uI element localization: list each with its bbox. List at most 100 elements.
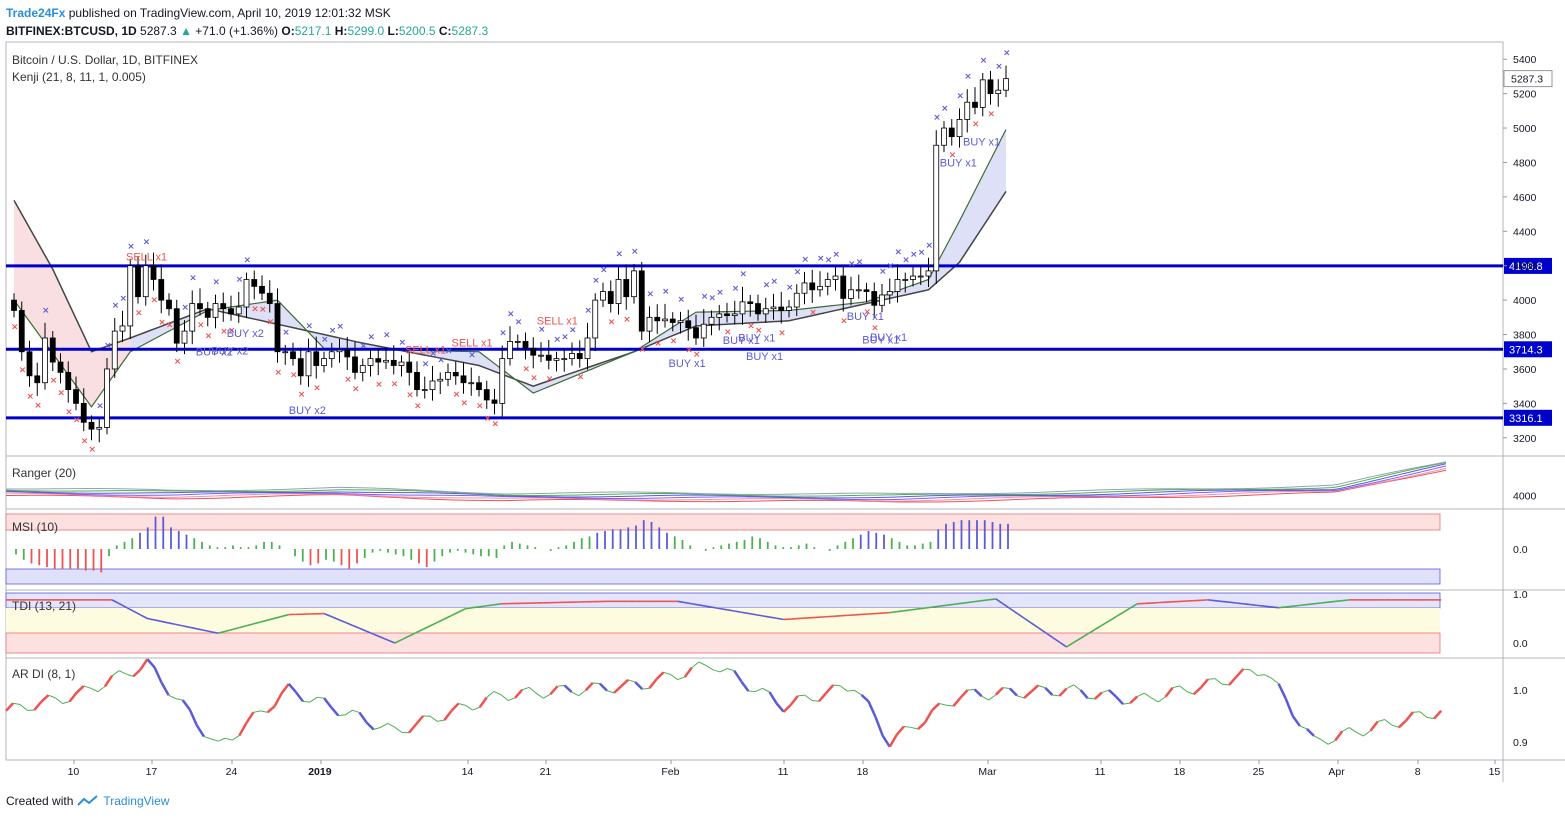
ardi-line-segment [782, 703, 792, 713]
signal-cross-icon: × [1003, 49, 1011, 59]
level-label-bg [1504, 257, 1552, 274]
tdi-line-segment [415, 628, 424, 634]
ardi-line-segment [642, 687, 650, 690]
buy-signal-label: BUY x1 [723, 335, 760, 347]
tdi-line-segment [118, 602, 127, 609]
ranger-line [5, 469, 1447, 503]
tdi-line-segment [903, 609, 912, 612]
signal-cross-icon: × [399, 338, 407, 348]
tdi-line-segment [1221, 600, 1230, 604]
candle-body [460, 375, 467, 384]
ardi-line-segment [988, 694, 997, 701]
ardi-line-segment [1228, 676, 1238, 686]
signal-cross-icon: × [104, 341, 112, 351]
ardi-line-segment [698, 661, 707, 666]
candle-body [638, 270, 645, 332]
open-value: 5217.1 [294, 24, 332, 38]
author-link[interactable]: Trade24Fx [6, 6, 66, 20]
ranger-line [5, 463, 1447, 499]
time-tick-label: 18 [857, 766, 869, 778]
tdi-line-segment [1122, 607, 1131, 614]
tdi-line-segment [698, 604, 707, 607]
candle-body [948, 127, 955, 138]
ardi-line-segment [260, 710, 268, 713]
tdi-line-segment [472, 605, 480, 609]
tdi-line-segment [917, 607, 926, 610]
candle-body [662, 318, 668, 322]
last-price-label: 5287.3 [1511, 74, 1543, 86]
ardi-line-segment [924, 709, 934, 723]
signal-cross-icon: × [825, 256, 833, 266]
signal-cross-icon: × [306, 322, 314, 332]
candle-body [181, 330, 188, 344]
ardi-line-segment [19, 704, 28, 711]
ardi-line-segment [528, 686, 537, 694]
signal-cross-icon: × [879, 267, 887, 277]
tdi-line-segment [139, 614, 148, 620]
tdi-line-segment [1278, 606, 1286, 609]
signal-cross-icon: × [515, 318, 523, 328]
tdi-line-segment [401, 635, 410, 641]
signal-cross-icon: × [600, 266, 608, 276]
tdi-line-segment [1009, 607, 1018, 614]
buy-signal-label: BUY x2 [227, 328, 264, 340]
tdi-middle-band [6, 608, 1440, 633]
close-label: C: [438, 24, 452, 38]
sell-signal-label: SELL x1 [537, 315, 578, 327]
candle-body [398, 361, 405, 366]
tradingview-link[interactable]: TradingView [103, 794, 170, 808]
candle-body [142, 265, 149, 298]
ardi-line-segment [465, 704, 473, 711]
candle-body [251, 279, 258, 287]
signal-cross-icon: × [957, 91, 965, 101]
tdi-line-segment [932, 605, 940, 608]
ardi-line-segment [48, 694, 56, 699]
ardi-line-segment [280, 683, 290, 694]
ardi-line-segment [352, 709, 360, 714]
tdi-line-segment [719, 607, 728, 611]
candle-body [600, 291, 606, 301]
candle-body [414, 371, 420, 391]
buy-signal-label: BUY x1 [738, 333, 775, 345]
candle-body [259, 285, 265, 294]
candle-body [104, 368, 110, 428]
ardi-line-segment [1038, 684, 1046, 689]
tdi-line-segment [889, 610, 897, 614]
tdi-line-segment [260, 619, 268, 623]
buy-signal-label: BUY x1 [940, 158, 977, 170]
msi-lower-band [5, 568, 1441, 585]
price-tick-label: 3800 [1513, 330, 1537, 342]
candle-body [731, 313, 738, 317]
ardi-line-segment [238, 722, 248, 737]
signal-cross-icon: × [197, 321, 205, 331]
signal-cross-icon: × [856, 258, 864, 268]
ardi-line-segment [691, 661, 700, 668]
ranger-title: Ranger (20) [12, 466, 76, 480]
tdi-line-segment [939, 604, 947, 608]
signal-cross-icon: × [27, 392, 35, 402]
tdi-line-segment [755, 613, 763, 617]
ardi-line-segment [535, 692, 544, 699]
signal-cross-icon: × [251, 304, 259, 314]
tdi-line-segment [1306, 603, 1315, 606]
buy-signal-label: BUY x2 [289, 405, 326, 417]
candle-body [173, 308, 180, 344]
candle-body [204, 308, 211, 318]
candle-body [817, 285, 823, 291]
tdi-line-segment [1313, 602, 1322, 605]
ardi-line-segment [1257, 674, 1265, 676]
tdi-line-segment [1037, 627, 1046, 634]
candle-body [305, 351, 312, 377]
ardi-line-segment [1058, 687, 1068, 697]
time-tick-label: 2019 [308, 766, 332, 778]
candle-body [848, 289, 854, 299]
ardi-line-segment [380, 722, 389, 728]
msi-tick-label: 0.0 [1513, 544, 1528, 556]
signal-cross-icon: × [647, 289, 655, 299]
open-label: O: [281, 24, 295, 38]
candle-body [917, 275, 924, 278]
signal-cross-icon: × [158, 318, 166, 328]
ardi-line-segment [1093, 691, 1103, 700]
tdi-line-segment [677, 600, 685, 604]
